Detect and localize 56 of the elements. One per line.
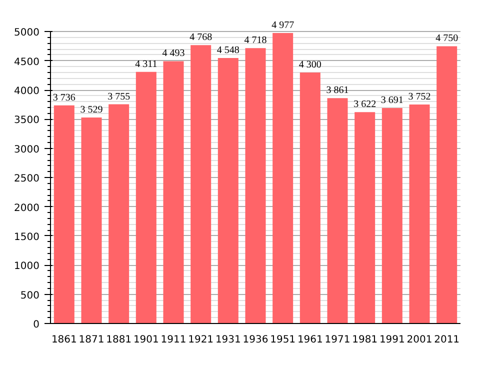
bar bbox=[272, 32, 294, 324]
data-label: 4 718 bbox=[244, 35, 267, 46]
x-tick-label: 1901 bbox=[133, 334, 159, 346]
x-tick-label: 1971 bbox=[324, 334, 350, 346]
data-label: 4 768 bbox=[190, 32, 212, 44]
data-label: 3 861 bbox=[326, 85, 349, 96]
x-tick-label: 1921 bbox=[188, 334, 214, 346]
x-tick-label: 1981 bbox=[352, 334, 378, 346]
x-tick-label: 1931 bbox=[215, 334, 241, 346]
y-tick-label: 2000 bbox=[14, 202, 40, 214]
bar bbox=[190, 45, 212, 324]
bar bbox=[136, 72, 156, 324]
data-label: 4 300 bbox=[298, 59, 322, 70]
x-tick-label: 1991 bbox=[379, 334, 405, 346]
data-label: 4 548 bbox=[216, 45, 240, 56]
x-tick-label: 1936 bbox=[242, 334, 268, 346]
bar bbox=[245, 48, 266, 324]
data-label: 3 736 bbox=[52, 92, 76, 104]
x-tick-label: 1881 bbox=[106, 334, 132, 346]
x-tick-label: 1861 bbox=[51, 334, 77, 346]
bar bbox=[108, 104, 130, 324]
data-label: 3 755 bbox=[108, 91, 130, 102]
bar bbox=[354, 112, 376, 324]
bar bbox=[218, 58, 238, 324]
x-tick-label: 1951 bbox=[270, 334, 296, 346]
y-tick-label: 5000 bbox=[14, 28, 40, 39]
data-label: 4 750 bbox=[436, 33, 458, 44]
data-label: 3 691 bbox=[380, 95, 404, 106]
data-label: 4 977 bbox=[272, 20, 294, 31]
bar bbox=[54, 105, 74, 324]
bar bbox=[163, 61, 184, 324]
x-tick-label: 1961 bbox=[297, 334, 323, 346]
y-tick-label: 2500 bbox=[14, 174, 40, 185]
bar bbox=[327, 98, 348, 324]
data-label: 4 311 bbox=[135, 58, 158, 70]
y-tick-label: 4500 bbox=[14, 56, 40, 68]
bar bbox=[436, 46, 458, 324]
y-tick-label: 3500 bbox=[14, 115, 40, 126]
bar bbox=[409, 104, 430, 324]
y-tick-label: 0 bbox=[33, 320, 40, 330]
bar bbox=[81, 118, 102, 324]
y-tick-label: 1000 bbox=[14, 261, 40, 272]
bar bbox=[382, 108, 402, 324]
x-tick-label: 2001 bbox=[406, 334, 432, 346]
y-tick-label: 4000 bbox=[14, 86, 40, 98]
bar bbox=[300, 72, 320, 324]
data-label: 3 529 bbox=[80, 104, 103, 116]
x-tick-label: 1911 bbox=[160, 334, 186, 346]
y-tick-label: 3000 bbox=[14, 144, 40, 156]
y-tick-label: 1500 bbox=[14, 232, 40, 243]
data-label: 4 493 bbox=[162, 48, 185, 60]
data-label: 3 752 bbox=[408, 91, 431, 102]
x-tick-label: 2011 bbox=[434, 334, 460, 346]
data-label: 3 622 bbox=[354, 99, 376, 110]
x-tick-label: 1871 bbox=[78, 334, 104, 346]
y-tick-label: 500 bbox=[20, 290, 40, 302]
